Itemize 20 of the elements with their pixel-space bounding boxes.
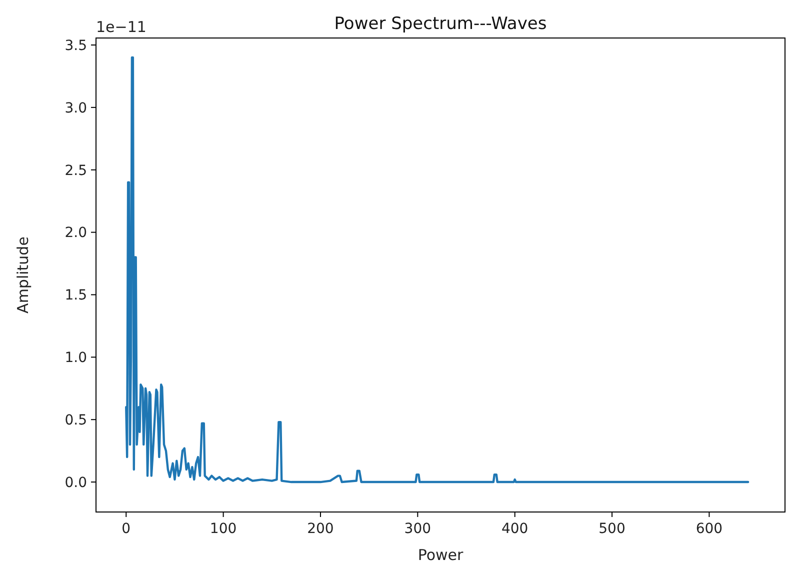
y-tick-label: 3.5 [64, 38, 87, 54]
x-tick-label: 0 [122, 521, 131, 537]
y-axis-title: Amplitude [14, 236, 32, 314]
y-tick-label: 2.5 [64, 162, 87, 179]
x-tick-label: 200 [307, 521, 334, 537]
x-tick-label: 600 [696, 521, 723, 537]
x-tick-label: 300 [404, 521, 432, 537]
y-tick-label: 1.0 [64, 350, 87, 366]
x-tick-label: 100 [210, 521, 237, 537]
chart-title: Power Spectrum---Waves [334, 14, 547, 34]
x-tick-label: 500 [598, 521, 626, 537]
y-tick-label: 1.5 [64, 288, 87, 304]
line-series [125, 56, 750, 484]
x-tick-label: 400 [501, 521, 528, 537]
y-tick-label: 3.0 [64, 100, 87, 116]
y-tick-label: 0.5 [64, 412, 87, 428]
text: 1e−11 [96, 18, 146, 36]
y-tick-label: 0.0 [64, 474, 87, 491]
y-tick-label: 2.0 [64, 225, 87, 242]
x-axis-title: Power [418, 546, 464, 564]
